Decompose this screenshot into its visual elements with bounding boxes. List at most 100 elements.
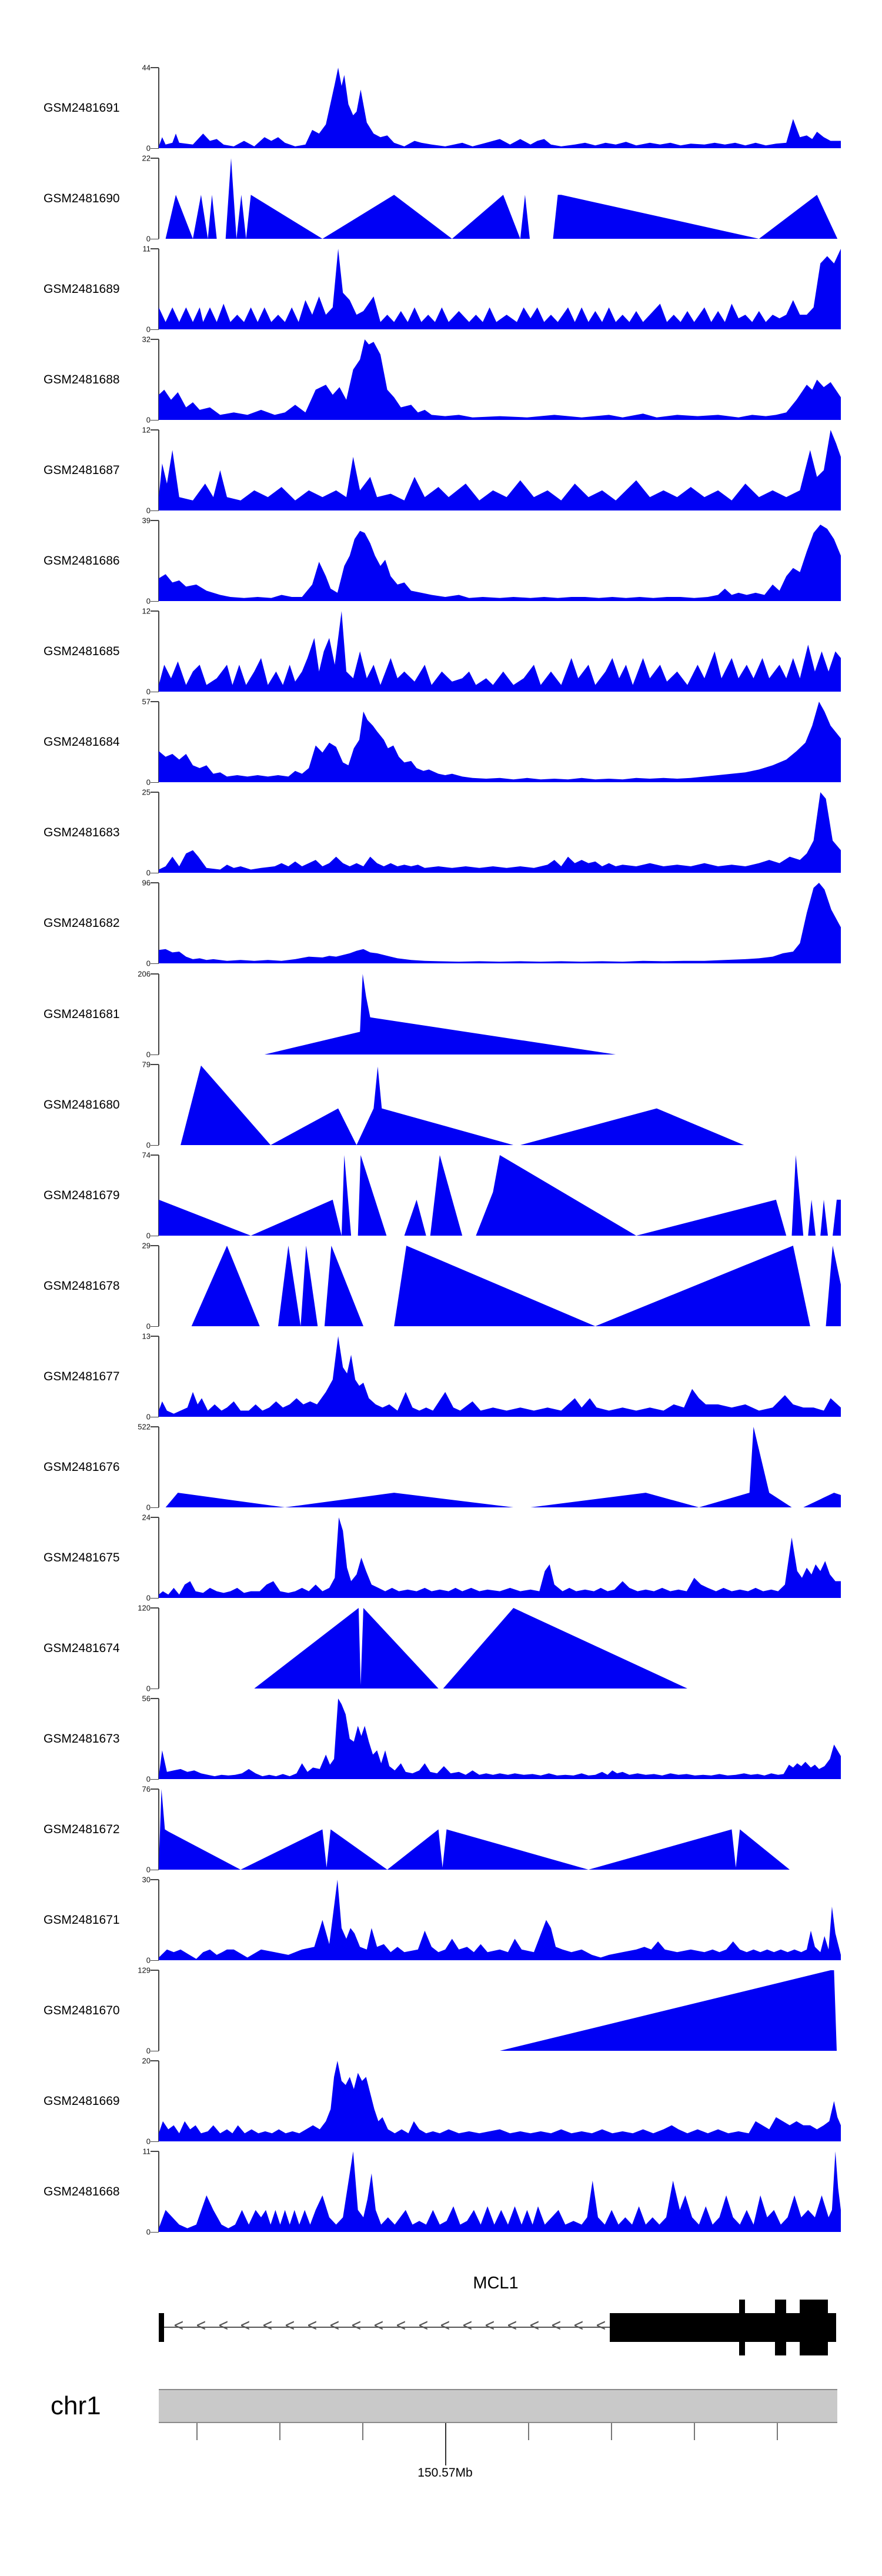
y-axis-zero-tick <box>151 148 159 149</box>
signal-area <box>159 1336 841 1417</box>
y-axis-zero-tick <box>151 691 159 692</box>
track-row-GSM2481684: GSM2481684 57 0 <box>0 698 882 787</box>
left-strand-arrow-icon: < <box>373 2316 385 2335</box>
track-row-GSM2481672: GSM2481672 76 0 <box>0 1785 882 1874</box>
y-axis-max-label: 44 <box>142 63 151 72</box>
left-strand-arrow-icon: < <box>529 2316 540 2335</box>
y-axis-zero-tick <box>151 1326 159 1327</box>
y-axis-line <box>158 520 159 601</box>
y-axis-line <box>158 702 159 782</box>
signal-area <box>159 1246 841 1326</box>
signal-area <box>159 792 841 873</box>
track-row-GSM2481681: GSM2481681 206 0 <box>0 970 882 1059</box>
coordinate-tick <box>611 2423 612 2440</box>
y-axis-top-tick <box>151 339 159 340</box>
y-axis-top-tick <box>151 1245 159 1246</box>
y-axis-zero-tick <box>151 510 159 511</box>
track-label: GSM2481681 <box>44 1007 120 1021</box>
gene-intron-line <box>164 2327 610 2328</box>
signal-area <box>159 1065 841 1145</box>
y-axis-max-label: 25 <box>142 788 151 797</box>
y-axis-zero-label: 0 <box>146 1503 151 1512</box>
y-axis-zero-label: 0 <box>146 2227 151 2237</box>
track-label: GSM2481687 <box>44 463 120 477</box>
y-axis-zero-tick <box>151 329 159 330</box>
signal-area <box>159 1789 841 1870</box>
y-axis-max-label: 56 <box>142 1694 151 1703</box>
y-axis-zero-label: 0 <box>146 1231 151 1240</box>
track-label: GSM2481672 <box>44 1822 120 1836</box>
signal-area <box>159 1699 841 1779</box>
signal-area <box>159 1880 841 1960</box>
y-axis-top-tick <box>151 973 159 975</box>
track-row-GSM2481686: GSM2481686 39 0 <box>0 516 882 606</box>
y-axis-max-label: 29 <box>142 1241 151 1250</box>
y-axis-zero-label: 0 <box>146 1593 151 1603</box>
y-axis-line <box>158 1608 159 1689</box>
track-label: GSM2481684 <box>44 735 120 749</box>
left-strand-arrow-icon: < <box>462 2316 473 2335</box>
left-strand-arrow-icon: < <box>595 2316 607 2335</box>
y-axis-top-tick <box>151 158 159 159</box>
y-axis-top-tick <box>151 1517 159 1518</box>
y-axis-top-tick <box>151 2151 159 2152</box>
left-strand-arrow-icon: < <box>350 2316 362 2335</box>
y-axis-max-label: 11 <box>142 244 151 253</box>
gene-start-exon <box>159 2313 164 2342</box>
track-row-GSM2481671: GSM2481671 30 0 <box>0 1876 882 1965</box>
gene-cds-exon <box>739 2300 745 2355</box>
left-strand-arrow-icon: < <box>218 2316 229 2335</box>
track-row-GSM2481675: GSM2481675 24 0 <box>0 1513 882 1603</box>
y-axis-max-label: 129 <box>138 1966 151 1975</box>
y-axis-zero-label: 0 <box>146 234 151 243</box>
y-axis-zero-label: 0 <box>146 1412 151 1422</box>
y-axis-zero-label: 0 <box>146 1774 151 1784</box>
gene-name-label: MCL1 <box>473 2274 519 2293</box>
coordinate-tick <box>279 2423 280 2440</box>
y-axis-zero-label: 0 <box>146 506 151 515</box>
track-label: GSM2481691 <box>44 101 120 115</box>
y-axis-zero-label: 0 <box>146 1684 151 1693</box>
coordinate-tick <box>362 2423 363 2440</box>
left-strand-arrow-icon: < <box>306 2316 318 2335</box>
signal-area <box>159 158 841 239</box>
y-axis-zero-label: 0 <box>146 959 151 968</box>
y-axis-zero-label: 0 <box>146 687 151 696</box>
track-row-GSM2481668: GSM2481668 11 0 <box>0 2147 882 2237</box>
y-axis-line <box>158 339 159 420</box>
y-axis-max-label: 24 <box>142 1513 151 1522</box>
track-label: GSM2481676 <box>44 1460 120 1474</box>
y-axis-zero-tick <box>151 1054 159 1055</box>
y-axis-top-tick <box>151 67 159 68</box>
y-axis-zero-label: 0 <box>146 325 151 334</box>
y-axis-top-tick <box>151 1788 159 1790</box>
y-axis-line <box>158 1336 159 1417</box>
y-axis-zero-tick <box>151 2141 159 2142</box>
signal-area <box>159 702 841 782</box>
track-row-GSM2481685: GSM2481685 12 0 <box>0 607 882 696</box>
track-label: GSM2481679 <box>44 1188 120 1202</box>
y-axis-zero-tick <box>151 872 159 873</box>
left-strand-arrow-icon: < <box>417 2316 429 2335</box>
y-axis-line <box>158 249 159 329</box>
y-axis-line <box>158 1517 159 1598</box>
track-label: GSM2481680 <box>44 1097 120 1112</box>
y-axis-zero-label: 0 <box>146 1956 151 1965</box>
track-label: GSM2481689 <box>44 282 120 296</box>
left-strand-arrow-icon: < <box>506 2316 518 2335</box>
signal-area <box>159 2151 841 2232</box>
y-axis-line <box>158 792 159 873</box>
left-strand-arrow-icon: < <box>262 2316 273 2335</box>
y-axis-zero-label: 0 <box>146 1865 151 1874</box>
left-strand-arrow-icon: < <box>173 2316 185 2335</box>
track-label: GSM2481673 <box>44 1731 120 1746</box>
track-row-GSM2481677: GSM2481677 13 0 <box>0 1332 882 1422</box>
y-axis-max-label: 30 <box>142 1875 151 1884</box>
y-axis-zero-tick <box>151 238 159 239</box>
track-label: GSM2481668 <box>44 2184 120 2198</box>
signal-area <box>159 339 841 420</box>
y-axis-max-label: 74 <box>142 1150 151 1160</box>
y-axis-top-tick <box>151 520 159 521</box>
signal-area <box>159 249 841 329</box>
y-axis-max-label: 22 <box>142 154 151 163</box>
